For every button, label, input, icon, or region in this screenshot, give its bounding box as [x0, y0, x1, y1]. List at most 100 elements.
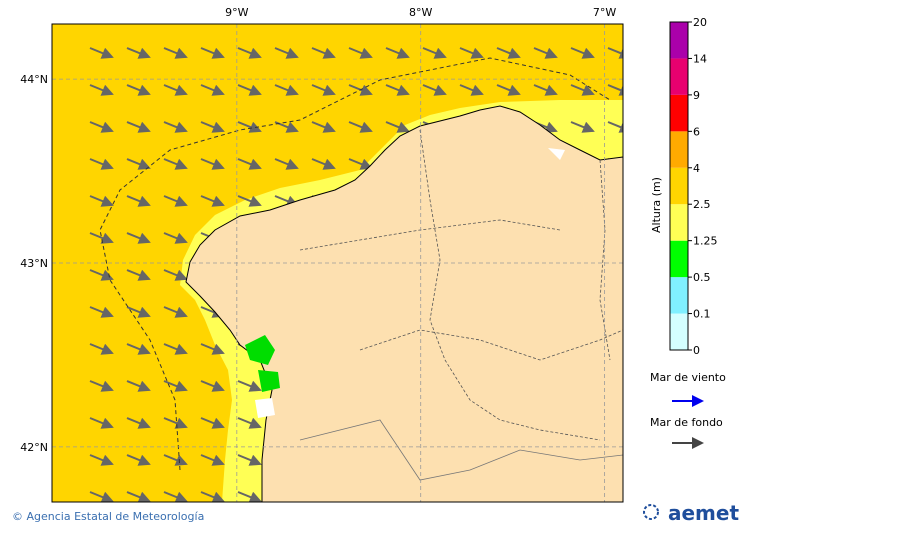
swell-arrow — [89, 121, 114, 133]
swell-arrow — [200, 84, 225, 96]
swell-arrow — [274, 158, 299, 170]
swell-arrow — [89, 47, 114, 59]
swell-arrow — [496, 84, 521, 96]
swell-arrow — [89, 454, 114, 466]
swell-arrow — [163, 158, 188, 170]
colorbar-bin — [670, 277, 688, 314]
swell-arrow — [385, 121, 410, 133]
swell-arrow — [311, 158, 336, 170]
logo-icon — [643, 504, 659, 520]
legend-label: Mar de fondo — [650, 416, 723, 429]
colorbar-tick-label: 0.5 — [693, 271, 711, 284]
swell-arrow — [200, 158, 225, 170]
swell-arrow — [163, 380, 188, 392]
swell-arrow — [311, 84, 336, 96]
colorbar-tick-label: 6 — [693, 125, 700, 138]
swell-arrow — [163, 121, 188, 133]
colorbar-tick-label: 0 — [693, 344, 700, 357]
swell-arrow — [89, 232, 114, 244]
lon-label: 7°W — [593, 6, 616, 19]
colorbar-tick-label: 0.1 — [693, 308, 711, 321]
colorbar-tick-label: 9 — [693, 89, 700, 102]
lat-label: 42°N — [20, 441, 48, 454]
swell-arrow — [163, 47, 188, 59]
swell-arrow — [126, 454, 151, 466]
swell-arrow — [496, 47, 521, 59]
swell-arrow — [311, 47, 336, 59]
swell-arrow — [126, 47, 151, 59]
swell-arrow — [89, 417, 114, 429]
swell-arrow — [126, 269, 151, 281]
swell-arrow — [89, 195, 114, 207]
lat-label: 43°N — [20, 257, 48, 270]
boundaries — [299, 129, 623, 441]
swell-arrow — [126, 417, 151, 429]
swell-arrow — [200, 380, 225, 392]
swell-arrow — [126, 84, 151, 96]
colorbar: 0 0.1 0.5 1.25 2.5 4 6 9 14 20 — [669, 16, 718, 357]
swell-arrow — [163, 269, 188, 281]
swell-arrow — [237, 47, 262, 59]
lat-label: 44°N — [20, 73, 48, 86]
swell-arrow — [200, 121, 225, 133]
swell-arrow — [607, 84, 623, 96]
swell-arrow — [237, 454, 262, 466]
swell-arrow — [459, 47, 484, 59]
swell-arrow — [274, 47, 299, 59]
swell-arrow — [163, 84, 188, 96]
swell-arrow — [237, 417, 262, 429]
swell-arrow — [422, 47, 447, 59]
swell-arrow — [237, 158, 262, 170]
swell-arrow — [200, 47, 225, 59]
swell-arrow — [385, 84, 410, 96]
colorbar-bin — [670, 22, 688, 59]
swell-arrow — [126, 158, 151, 170]
swell-arrow — [89, 491, 114, 502]
swell-arrow — [163, 195, 188, 207]
swell-arrow — [607, 47, 623, 59]
map — [52, 24, 623, 502]
swell-arrow — [126, 195, 151, 207]
green-patch — [245, 335, 280, 392]
swell-arrow — [237, 121, 262, 133]
colorbar-bin — [670, 204, 688, 241]
swell-arrow — [348, 158, 373, 170]
swell-arrow — [126, 491, 151, 502]
colorbar-bin — [670, 240, 688, 278]
swell-arrow — [126, 343, 151, 355]
swell-arrow — [533, 84, 558, 96]
swell-arrow — [422, 84, 447, 96]
swell-arrow — [311, 121, 336, 133]
swell-arrow — [348, 47, 373, 59]
colorbar-tick-label: 14 — [693, 52, 707, 65]
colorbar-tick-label: 20 — [693, 16, 707, 29]
colorbar-label: Altura (m) — [650, 177, 663, 233]
colorbar-frame — [669, 21, 689, 351]
colorbar-bin — [670, 94, 688, 132]
swell-arrow — [89, 380, 114, 392]
swell-arrow — [274, 84, 299, 96]
border — [299, 419, 623, 481]
swell-arrow — [570, 121, 595, 133]
colorbar-tick-label: 1.25 — [693, 235, 718, 248]
swell-arrow — [163, 491, 188, 502]
swell-arrow — [459, 84, 484, 96]
swell-arrow — [89, 84, 114, 96]
lon-label: 9°W — [225, 6, 248, 19]
swell-arrow — [348, 121, 373, 133]
swell-arrow — [237, 380, 262, 392]
swell-arrow — [237, 491, 262, 502]
colorbar-tick-label: 2.5 — [693, 198, 711, 211]
swell-arrow — [200, 343, 225, 355]
swell-arrow — [200, 454, 225, 466]
swell-arrow — [385, 47, 410, 59]
lon-label: 8°W — [409, 6, 432, 19]
swell-arrow — [163, 343, 188, 355]
swell-arrow — [570, 47, 595, 59]
colorbar-bin — [670, 131, 688, 168]
swell-arrow — [163, 417, 188, 429]
swell-arrow — [126, 380, 151, 392]
colorbar-tick-label: 4 — [693, 162, 700, 175]
zone-line — [99, 57, 611, 471]
